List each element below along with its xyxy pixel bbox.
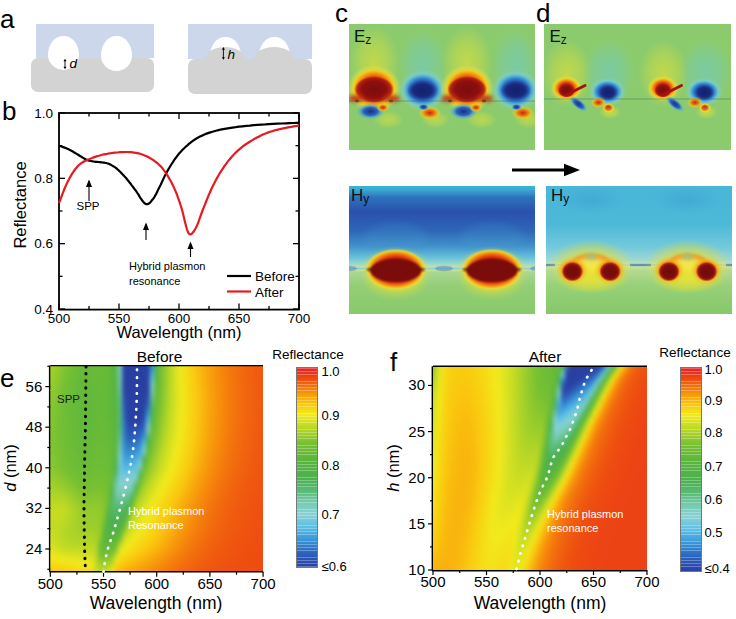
svg-text:0.8: 0.8 [705,425,723,440]
svg-text:32: 32 [26,499,43,516]
svg-text:Wavelength (nm): Wavelength (nm) [116,323,241,341]
svg-text:650: 650 [581,573,606,590]
svg-text:550: 550 [91,575,116,592]
svg-text:Hybrid plasmon: Hybrid plasmon [128,505,204,517]
svg-text:Reflectance: Reflectance [11,161,29,248]
svg-text:0.6: 0.6 [705,492,723,507]
svg-text:0.9: 0.9 [322,408,340,423]
svg-text:b: b [2,96,16,126]
svg-text:c: c [335,0,348,28]
svg-text:1.0: 1.0 [322,364,340,379]
svg-text:Ez: Ez [550,27,567,47]
svg-text:After: After [529,348,562,365]
svg-text:Reflectance: Reflectance [272,347,343,362]
svg-text:≤0.4: ≤0.4 [705,561,730,576]
svg-text:Hy: Hy [551,186,569,206]
svg-text:600: 600 [527,573,552,590]
svg-text:0.5: 0.5 [705,525,723,540]
svg-text:d (nm): d (nm) [1,444,19,492]
svg-text:Resonance: Resonance [128,519,184,531]
svg-text:700: 700 [288,311,311,326]
svg-text:f: f [390,347,398,377]
svg-text:d: d [536,0,550,28]
svg-text:≤0.6: ≤0.6 [322,559,347,574]
svg-text:20: 20 [408,469,425,486]
svg-text:Before: Before [137,348,183,365]
svg-text:Reflectance: Reflectance [659,345,730,360]
svg-text:500: 500 [38,575,63,592]
svg-text:a: a [0,4,15,34]
svg-text:Before: Before [255,269,295,284]
svg-text:550: 550 [474,573,499,590]
svg-text:40: 40 [26,459,43,476]
svg-text:650: 650 [197,575,222,592]
svg-text:56: 56 [26,378,43,395]
svg-text:700: 700 [251,575,276,592]
svg-text:1.0: 1.0 [705,362,723,377]
svg-text:resonance: resonance [129,275,180,287]
svg-text:0.9: 0.9 [705,393,723,408]
svg-text:d: d [70,56,78,71]
svg-text:0.6: 0.6 [34,236,53,251]
svg-text:e: e [0,363,14,393]
svg-text:15: 15 [408,515,425,532]
svg-text:SPP: SPP [57,393,80,405]
svg-text:48: 48 [26,418,43,435]
svg-text:Wavelength (nm): Wavelength (nm) [90,593,223,613]
svg-text:600: 600 [144,575,169,592]
svg-text:Hy: Hy [351,186,369,206]
svg-text:0.7: 0.7 [705,459,723,474]
svg-text:0.8: 0.8 [322,458,340,473]
svg-text:Ez: Ez [354,27,371,47]
svg-text:1.0: 1.0 [34,106,53,121]
svg-text:24: 24 [26,540,43,557]
svg-text:0.8: 0.8 [34,171,53,186]
svg-text:0.4: 0.4 [34,302,53,317]
svg-text:Hybrid plasmon: Hybrid plasmon [547,508,623,520]
svg-text:25: 25 [408,423,425,440]
svg-text:700: 700 [634,573,659,590]
svg-text:h: h [228,47,236,62]
svg-text:30: 30 [408,376,425,393]
svg-text:SPP: SPP [76,200,99,212]
svg-text:Hybrid plasmon: Hybrid plasmon [129,260,205,272]
svg-text:After: After [255,285,284,300]
svg-text:Wavelength (nm): Wavelength (nm) [474,593,607,613]
svg-text:resonance: resonance [547,522,598,534]
svg-text:h (nm): h (nm) [384,444,402,492]
svg-text:0.7: 0.7 [322,507,340,522]
svg-text:10: 10 [408,561,425,578]
